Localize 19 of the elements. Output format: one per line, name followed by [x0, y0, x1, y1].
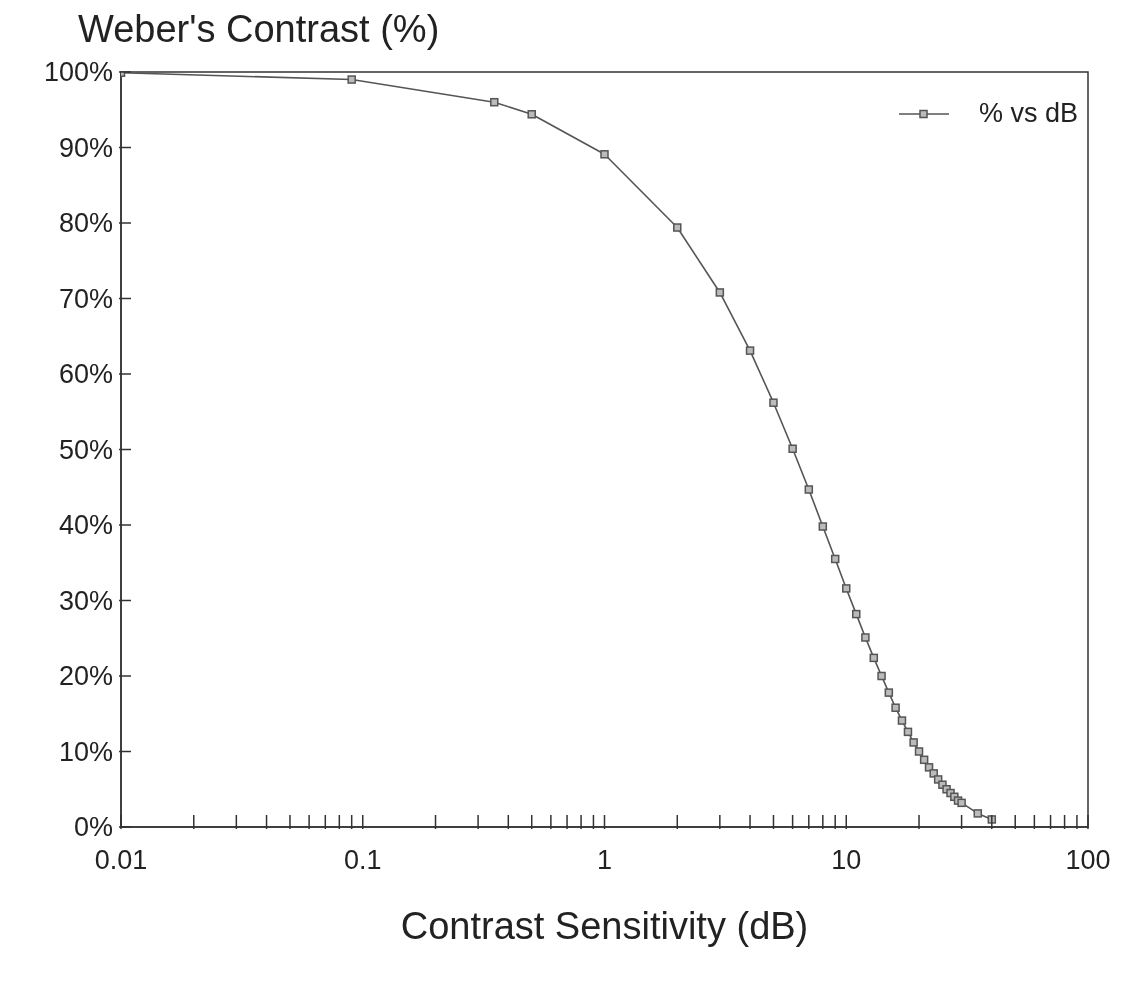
y-tick-label: 60% [58, 359, 113, 389]
x-tick-label: 1 [596, 845, 613, 875]
y-tick-label: 0% [73, 812, 113, 842]
y-tick-label: 40% [58, 510, 113, 540]
x-tick-label: 0.01 [94, 845, 148, 875]
y-tick-label: 70% [58, 283, 113, 314]
x-tick-label: 100 [1065, 845, 1111, 875]
y-axis-title: Weber's Contrast (%) [78, 8, 440, 51]
y-tick-label: 50% [58, 434, 113, 465]
legend-label: % vs dB [978, 98, 1078, 129]
y-tick-label: 100% [43, 57, 113, 87]
y-tick-label: 80% [58, 208, 113, 238]
x-tick-label: 0.1 [343, 845, 382, 875]
y-tick-label: 30% [58, 585, 113, 616]
y-tick-label: 20% [58, 661, 113, 691]
y-tick-label: 90% [58, 132, 113, 163]
x-axis-title: Contrast Sensitivity (dB) [400, 905, 809, 947]
y-tick-label: 10% [58, 736, 113, 767]
x-tick-label: 10 [831, 845, 862, 875]
